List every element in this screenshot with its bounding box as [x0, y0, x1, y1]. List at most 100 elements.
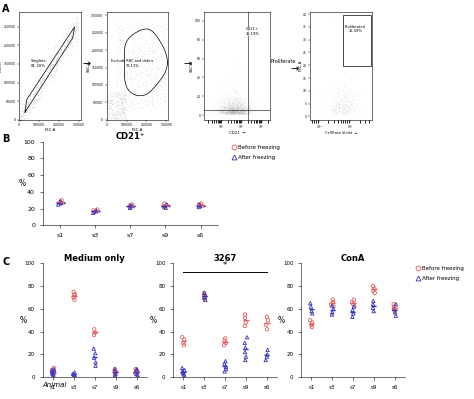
Point — [353, 85, 361, 91]
Point — [355, 107, 363, 114]
Point — [225, 109, 233, 115]
Point — [229, 107, 237, 113]
Point — [231, 86, 238, 92]
Point — [37, 79, 45, 86]
Point — [147, 72, 155, 79]
Point — [229, 109, 237, 115]
Point — [143, 55, 150, 61]
Point — [16, 117, 23, 123]
Point — [244, 92, 252, 99]
Point — [236, 107, 244, 114]
Point — [392, 301, 400, 308]
Point — [340, 97, 347, 104]
Point — [339, 82, 346, 88]
Point — [328, 108, 336, 115]
Point — [232, 99, 239, 106]
Point — [52, 56, 60, 63]
Point — [17, 111, 25, 118]
Y-axis label: SSC-A: SSC-A — [87, 60, 91, 72]
Point — [233, 100, 241, 107]
Point — [240, 105, 248, 111]
Point — [131, 43, 139, 49]
Point — [236, 106, 244, 113]
Point — [45, 75, 53, 82]
Point — [229, 108, 237, 114]
Point — [237, 108, 244, 115]
Point — [229, 104, 237, 111]
Point — [246, 111, 253, 117]
Point — [150, 25, 157, 31]
Point — [67, 39, 75, 45]
Point — [141, 98, 148, 104]
Point — [228, 106, 236, 112]
Point — [338, 89, 346, 96]
Point — [232, 108, 240, 115]
Point — [152, 43, 159, 49]
Point — [121, 71, 128, 77]
Point — [29, 104, 36, 111]
Point — [131, 53, 139, 59]
Point — [245, 104, 253, 110]
Point — [343, 107, 351, 113]
Point — [128, 44, 136, 50]
Point — [219, 110, 227, 116]
Point — [223, 93, 230, 100]
Point — [239, 111, 247, 117]
Point — [112, 97, 119, 104]
Point — [233, 105, 241, 112]
Point — [345, 92, 353, 99]
Point — [143, 55, 151, 62]
Point — [224, 108, 232, 115]
Point — [120, 92, 128, 98]
Point — [235, 109, 243, 115]
Point — [38, 79, 46, 86]
Point — [226, 107, 233, 114]
Point — [330, 110, 337, 116]
Point — [229, 107, 237, 113]
Point — [219, 103, 227, 110]
Point — [21, 104, 28, 111]
Point — [234, 108, 242, 115]
Point — [229, 109, 237, 115]
Point — [231, 108, 239, 114]
Point — [205, 109, 212, 116]
Point — [344, 104, 352, 111]
Point — [64, 42, 71, 48]
Point — [123, 52, 131, 58]
Point — [69, 34, 77, 40]
Point — [18, 117, 26, 123]
Point — [223, 104, 230, 111]
Point — [348, 104, 356, 111]
Point — [241, 97, 249, 103]
Point — [334, 100, 342, 107]
Point — [237, 109, 245, 116]
Point — [351, 111, 359, 117]
Point — [26, 97, 33, 104]
Point — [116, 115, 123, 121]
Point — [32, 74, 40, 81]
Point — [44, 63, 51, 69]
Point — [224, 105, 232, 112]
Point — [227, 110, 234, 117]
Point — [151, 56, 159, 62]
Point — [137, 34, 145, 40]
Point — [238, 90, 246, 96]
Point — [244, 108, 251, 115]
Point — [225, 95, 232, 101]
Point — [229, 110, 237, 116]
Point — [120, 110, 128, 117]
Point — [222, 107, 229, 113]
Point — [224, 96, 231, 102]
Point — [334, 101, 342, 107]
Point — [32, 94, 39, 101]
Point — [225, 111, 233, 117]
Point — [131, 40, 138, 47]
Point — [222, 111, 230, 117]
Point — [226, 89, 234, 95]
Point — [225, 103, 233, 110]
Point — [239, 107, 247, 113]
Point — [232, 110, 240, 117]
Point — [127, 68, 134, 75]
Point — [225, 14, 233, 20]
Point — [224, 104, 232, 111]
